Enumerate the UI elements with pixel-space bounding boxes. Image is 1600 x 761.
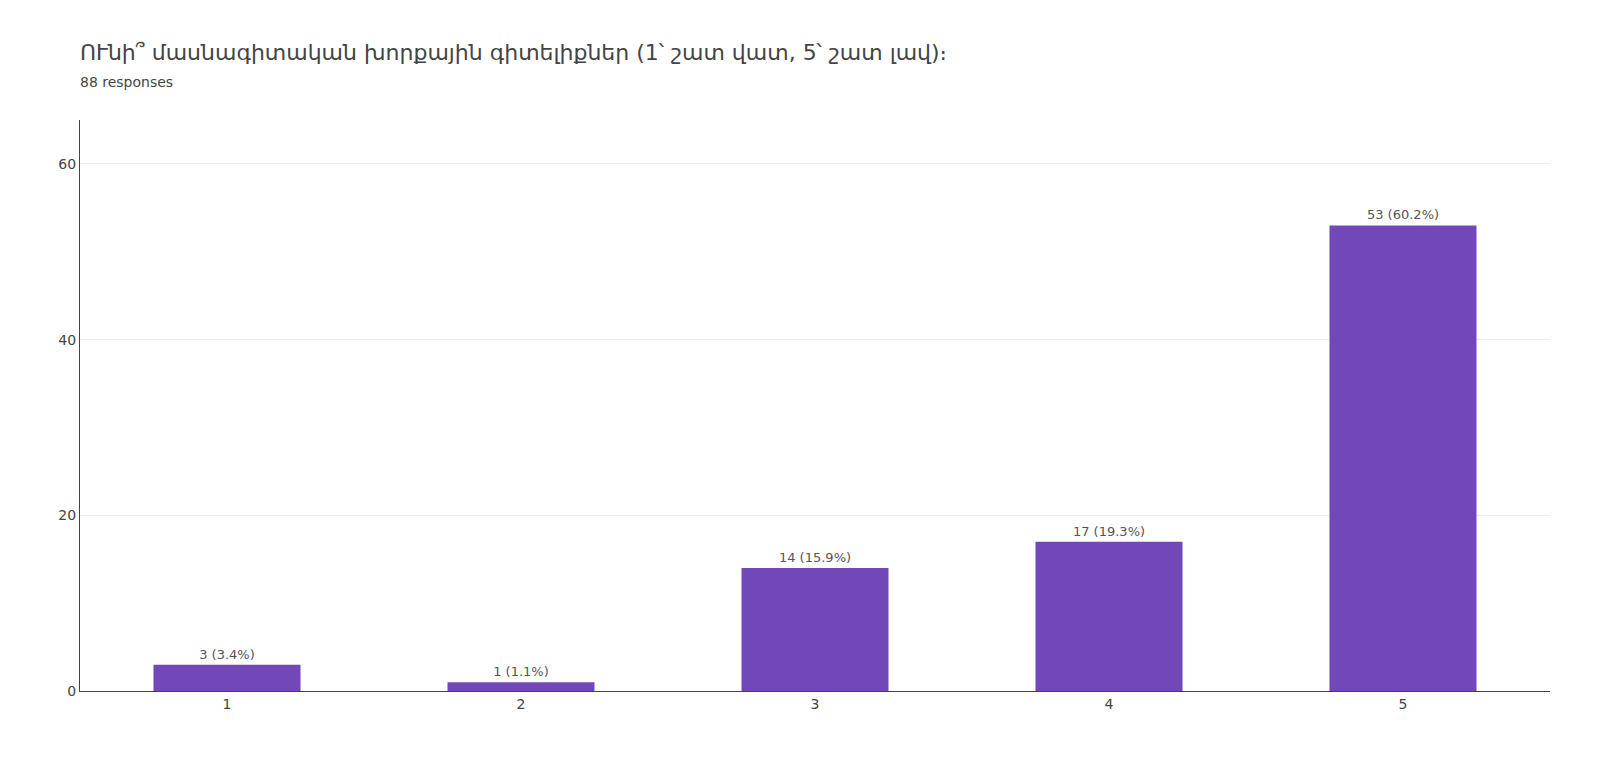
svg-text:4: 4	[1105, 696, 1114, 712]
svg-text:17 (19.3%): 17 (19.3%)	[1073, 524, 1145, 539]
svg-text:88 responses: 88 responses	[80, 74, 173, 90]
svg-text:5: 5	[1399, 696, 1408, 712]
svg-text:60: 60	[58, 156, 76, 172]
svg-text:14 (15.9%): 14 (15.9%)	[779, 550, 851, 565]
svg-text:ՈՒնի՞ մասնագիտական խորքային գի: ՈՒնի՞ մասնագիտական խորքային գիտելիքներ (…	[80, 40, 947, 65]
svg-text:3: 3	[811, 696, 820, 712]
svg-text:0: 0	[67, 683, 76, 699]
svg-text:20: 20	[58, 507, 76, 523]
svg-text:1 (1.1%): 1 (1.1%)	[493, 664, 549, 679]
svg-text:2: 2	[517, 696, 526, 712]
svg-text:1: 1	[223, 696, 232, 712]
svg-text:40: 40	[58, 332, 76, 348]
svg-text:53 (60.2%): 53 (60.2%)	[1367, 207, 1439, 222]
svg-text:3 (3.4%): 3 (3.4%)	[199, 647, 255, 662]
